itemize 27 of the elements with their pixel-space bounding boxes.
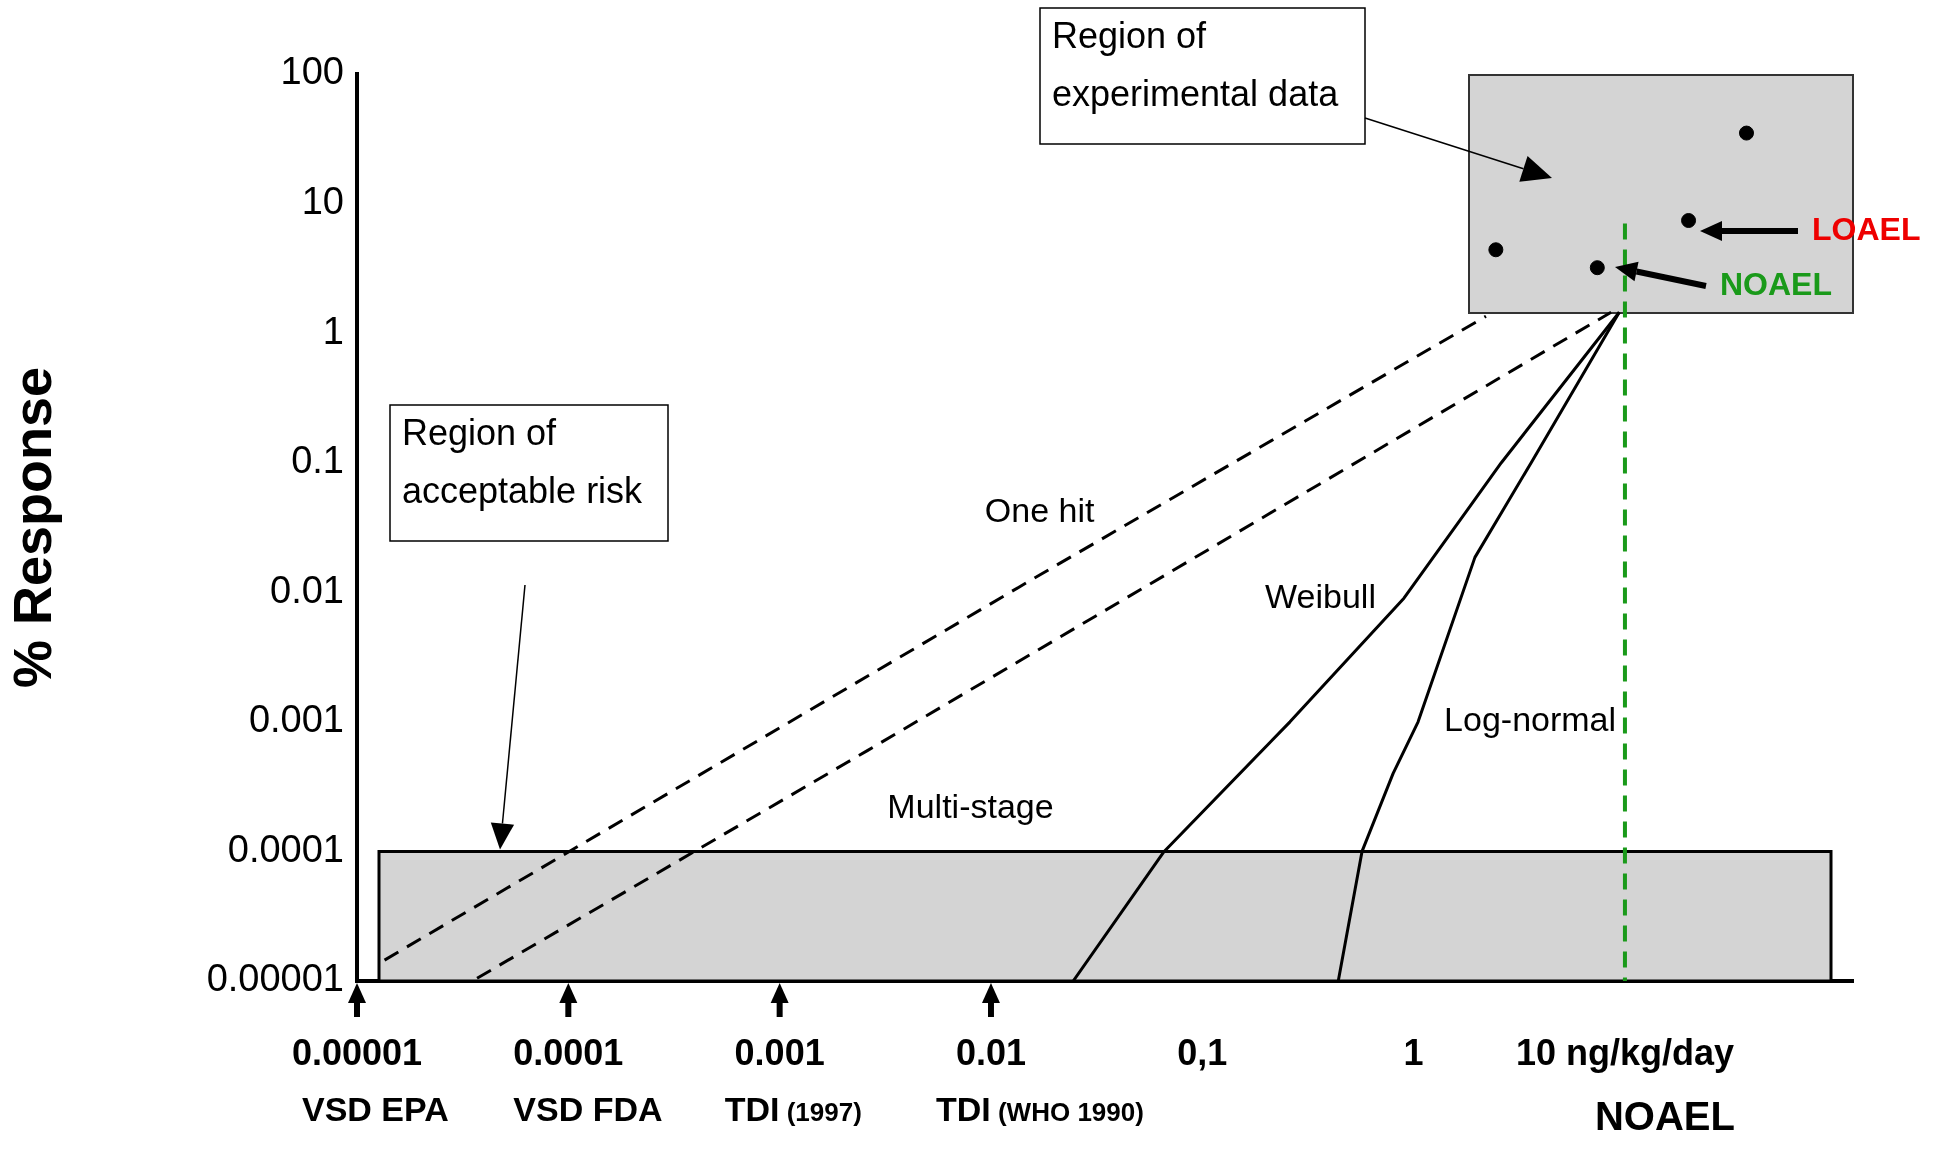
x-tick-label: 0.01 <box>955 1031 1027 1073</box>
y-tick-label: 0.0001 <box>227 827 344 870</box>
y-tick-label: 0.00001 <box>206 957 344 1000</box>
text: TDI (WHO 1990) <box>935 1090 1144 1128</box>
annotation: Region of experimental data <box>1052 14 1340 114</box>
series-label: Log-normal <box>1444 700 1617 739</box>
x-tick-label: 0.0001 <box>513 1031 624 1073</box>
text: VSD FDA <box>513 1090 663 1128</box>
ref-line-label: NOAEL <box>1594 1094 1735 1139</box>
x-tick-label: 1 <box>1403 1031 1424 1073</box>
annotation: Region of acceptable risk <box>402 411 644 511</box>
y-tick-label: 0.01 <box>270 568 344 611</box>
text: VSD EPA <box>302 1090 449 1128</box>
text: TDI (1997) <box>724 1090 862 1128</box>
x-tick-label: 0.001 <box>734 1031 825 1073</box>
annotation: NOAEL <box>1720 265 1832 302</box>
y-tick-label: 1 <box>322 309 344 352</box>
y-axis-title: % Response <box>2 366 63 689</box>
series-label: Multi-stage <box>887 786 1054 825</box>
y-tick-label: 0.1 <box>291 439 344 482</box>
y-tick-label: 100 <box>280 50 344 93</box>
y-tick-label: 10 <box>301 180 344 223</box>
series-label: Weibull <box>1265 576 1376 615</box>
x-tick-label: 10 ng/kg/day <box>1515 1031 1734 1073</box>
y-tick-label: 0.001 <box>248 698 344 741</box>
series-label: One hit <box>984 491 1096 530</box>
x-tick-label: 0,1 <box>1177 1031 1228 1073</box>
